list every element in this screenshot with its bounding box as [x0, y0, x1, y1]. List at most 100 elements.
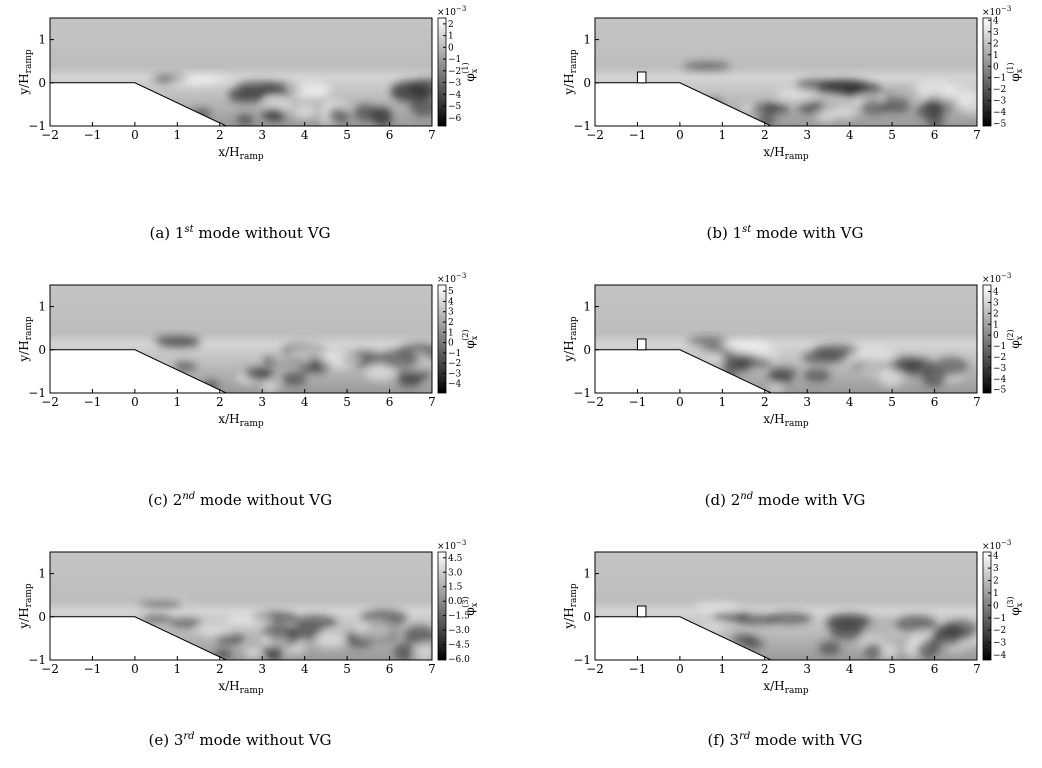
- caption-number: 3: [730, 731, 740, 749]
- structures: [148, 74, 432, 126]
- colorbar-tick-label: 2: [993, 309, 999, 319]
- y-axis-label: y/Hramp: [562, 316, 579, 362]
- structure: [798, 101, 826, 115]
- x-tick-label: 2: [761, 662, 769, 676]
- structure: [860, 99, 889, 115]
- x-axis-label-sub: ramp: [785, 152, 809, 162]
- x-tick-label: 6: [931, 128, 939, 142]
- y-axis-label-main: y/H: [562, 73, 576, 95]
- structure: [767, 383, 784, 393]
- y-axis-label-main: y/H: [17, 73, 31, 95]
- colorbar-tick-label: 0: [993, 62, 999, 72]
- colorbar-tick-label: −4.5: [448, 641, 470, 651]
- caption-text: mode without VG: [198, 224, 330, 242]
- x-tick-label: 0: [676, 662, 684, 676]
- x-tick-label: −2: [41, 395, 59, 409]
- colorbar-tick-label: −2: [993, 626, 1006, 636]
- colorbar-tick-label: −5: [993, 120, 1007, 130]
- x-tick-label: 3: [258, 662, 266, 676]
- x-tick-label: 1: [719, 662, 727, 676]
- colorbar-tick-label: 3: [993, 298, 999, 308]
- structure: [141, 614, 173, 623]
- colorbar-exponent: ×10−3: [437, 5, 466, 18]
- colorbar-tick-label: −1: [993, 342, 1006, 352]
- colorbar-tick-label: 0: [448, 339, 454, 349]
- x-axis-label-sub: ramp: [240, 152, 264, 162]
- colorbar-tick-label: 2: [993, 577, 999, 587]
- structures: [694, 601, 977, 660]
- structure: [292, 104, 318, 119]
- caption-suffix: nd: [740, 491, 753, 502]
- x-tick-label: 1: [719, 128, 727, 142]
- structure: [410, 97, 432, 117]
- structure: [741, 638, 765, 649]
- colorbar-exponent-power: −3: [1001, 272, 1011, 280]
- colorbar-exponent-power: −3: [1001, 5, 1011, 13]
- x-tick-label: 4: [846, 395, 854, 409]
- x-tick-label: 0: [131, 128, 139, 142]
- caption: (c) 2nd mode without VG: [148, 491, 332, 509]
- y-axis-label-sub: ramp: [24, 583, 34, 607]
- colorbar-label: φx(1): [461, 62, 479, 81]
- structure: [941, 620, 977, 640]
- structure: [768, 373, 793, 385]
- colorbar-tick-label: 4: [993, 552, 999, 562]
- y-tick-label: −1: [573, 386, 591, 400]
- y-tick-label: −1: [28, 119, 46, 133]
- colorbar-tick-label: 4: [993, 288, 999, 298]
- caption-text: mode with VG: [755, 731, 862, 749]
- x-axis-label-main: x/H: [763, 145, 784, 159]
- colorbar-label: φx(2): [461, 329, 479, 348]
- structure: [282, 371, 307, 386]
- colorbar-tick-label: 3: [993, 28, 999, 38]
- structure: [260, 107, 283, 121]
- x-tick-label: −2: [41, 128, 59, 142]
- colorbar-exponent: ×10−3: [982, 539, 1011, 552]
- x-tick-label: 6: [386, 395, 394, 409]
- structure: [378, 350, 419, 369]
- colorbar-label-sup: (3): [1006, 596, 1015, 607]
- colorbar-tick-label: 4.5: [448, 554, 463, 564]
- y-axis-label-sub: ramp: [24, 316, 34, 340]
- structure: [878, 643, 899, 660]
- y-tick-label: 1: [583, 300, 591, 314]
- y-axis-label: y/Hramp: [562, 583, 579, 629]
- ramp: [595, 616, 772, 660]
- x-axis-label: x/Hramp: [763, 145, 808, 162]
- structure: [355, 621, 393, 639]
- y-tick-label: 0: [38, 76, 46, 90]
- caption: (b) 1st mode with VG: [707, 224, 864, 242]
- colorbar-tick-label: 5: [448, 287, 454, 297]
- colorbar-tick-label: −5: [448, 102, 462, 112]
- colorbar-tick-label: −3.0: [448, 626, 470, 636]
- structure: [939, 85, 977, 105]
- colorbar-label-sub: x: [1015, 602, 1024, 607]
- x-tick-label: 7: [973, 662, 981, 676]
- caption-number: 1: [733, 224, 743, 242]
- x-tick-label: 7: [428, 395, 436, 409]
- x-axis-label: x/Hramp: [218, 412, 263, 429]
- x-tick-label: 5: [343, 128, 351, 142]
- structures: [139, 597, 432, 660]
- y-axis-label: y/Hramp: [17, 49, 34, 95]
- y-tick-label: 0: [38, 610, 46, 624]
- colorbar-tick-label: −4: [993, 375, 1007, 385]
- structure: [850, 347, 895, 363]
- field: [595, 18, 977, 126]
- caption-suffix: st: [742, 224, 752, 235]
- structure: [901, 357, 936, 376]
- colorbar-tick-label: 3: [448, 308, 454, 318]
- x-tick-label: 6: [931, 662, 939, 676]
- structure: [683, 61, 731, 71]
- colorbar-tick-label: 4: [448, 297, 454, 307]
- structure: [726, 341, 773, 352]
- colorbar-tick-label: −1: [448, 349, 461, 359]
- colorbar-tick-label: 1: [993, 589, 999, 599]
- structure: [833, 104, 858, 120]
- colorbar-label-main: φ: [1008, 607, 1022, 615]
- structure: [320, 352, 360, 369]
- x-tick-label: −1: [84, 662, 102, 676]
- caption-label: (b): [707, 224, 728, 242]
- structure: [171, 362, 197, 372]
- colorbar-tick-label: −1: [448, 55, 461, 65]
